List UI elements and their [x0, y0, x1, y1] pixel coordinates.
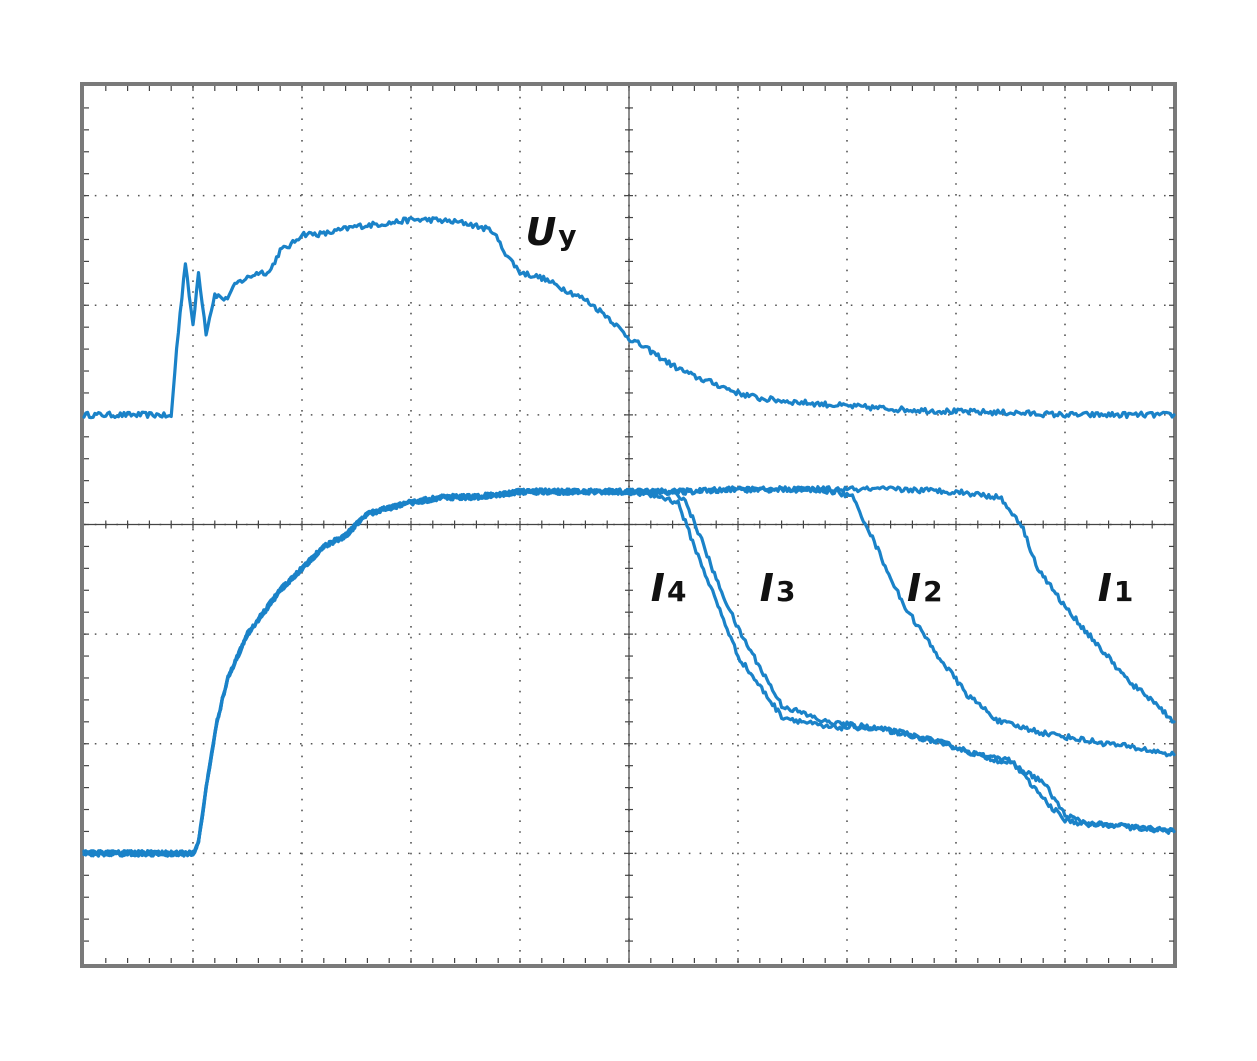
label-i4: I4 — [651, 566, 687, 610]
trace-i1 — [82, 485, 1176, 858]
trace-i2 — [82, 485, 1176, 858]
label-uy: Uy — [525, 210, 576, 254]
traces — [82, 216, 1176, 858]
label-i3: I3 — [760, 566, 796, 610]
trace-labels: Uy I4 I3 I2 I1 — [525, 210, 1133, 610]
label-i1: I1 — [1098, 566, 1134, 610]
label-i2: I2 — [907, 566, 943, 610]
trace-uy — [82, 216, 1176, 420]
